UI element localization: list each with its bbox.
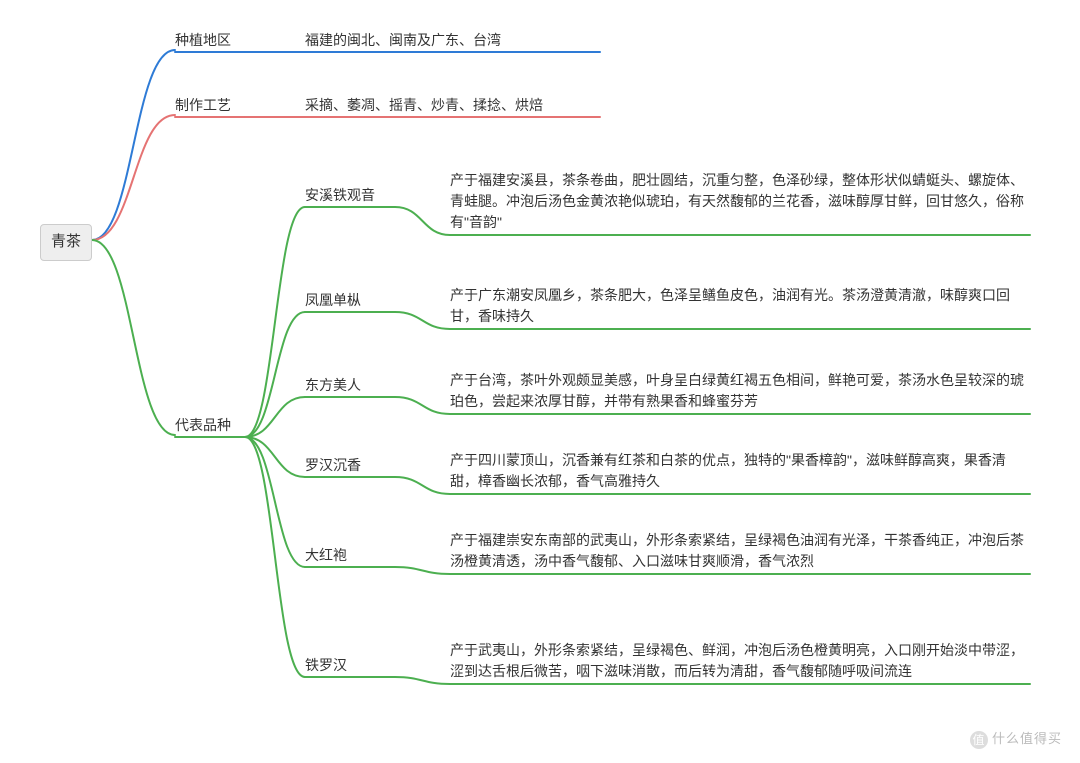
variety-desc-4: 产于福建崇安东南部的武夷山，外形条索紧结，呈绿褐色油润有光泽，干茶香纯正，冲泡后…: [450, 530, 1030, 572]
variety-name-3: 罗汉沉香: [305, 455, 361, 476]
watermark-text: 什么值得买: [992, 731, 1062, 746]
variety-desc-0: 产于福建安溪县，茶条卷曲，肥壮圆结，沉重匀整，色泽砂绿，整体形状似蜻蜓头、螺旋体…: [450, 170, 1030, 233]
watermark: 值什么值得买: [970, 728, 1062, 749]
variety-desc-5: 产于武夷山，外形条索紧结，呈绿褐色、鲜润，冲泡后汤色橙黄明亮，入口刚开始淡中带涩…: [450, 640, 1030, 682]
variety-name-1: 凤凰单枞: [305, 290, 361, 311]
branch-region-label: 种植地区: [175, 30, 231, 51]
region-detail: 福建的闽北、闽南及广东、台湾: [305, 30, 501, 51]
variety-name-4: 大红袍: [305, 545, 347, 566]
root-node: 青茶: [40, 224, 92, 261]
variety-desc-2: 产于台湾，茶叶外观颇显美感，叶身呈白绿黄红褐五色相间，鲜艳可爱，茶汤水色呈较深的…: [450, 370, 1030, 412]
variety-name-2: 东方美人: [305, 375, 361, 396]
variety-name-5: 铁罗汉: [305, 655, 347, 676]
variety-desc-3: 产于四川蒙顶山，沉香兼有红茶和白茶的优点，独特的"果香樟韵"，滋味鲜醇高爽，果香…: [450, 450, 1030, 492]
craft-detail: 采摘、萎凋、摇青、炒青、揉捻、烘焙: [305, 95, 543, 116]
variety-name-0: 安溪铁观音: [305, 185, 375, 206]
variety-desc-1: 产于广东潮安凤凰乡，茶条肥大，色泽呈鳝鱼皮色，油润有光。茶汤澄黄清澈，味醇爽口回…: [450, 285, 1030, 327]
branch-varieties-label: 代表品种: [175, 415, 231, 436]
watermark-logo-icon: 值: [970, 731, 988, 749]
branch-craft-label: 制作工艺: [175, 95, 231, 116]
